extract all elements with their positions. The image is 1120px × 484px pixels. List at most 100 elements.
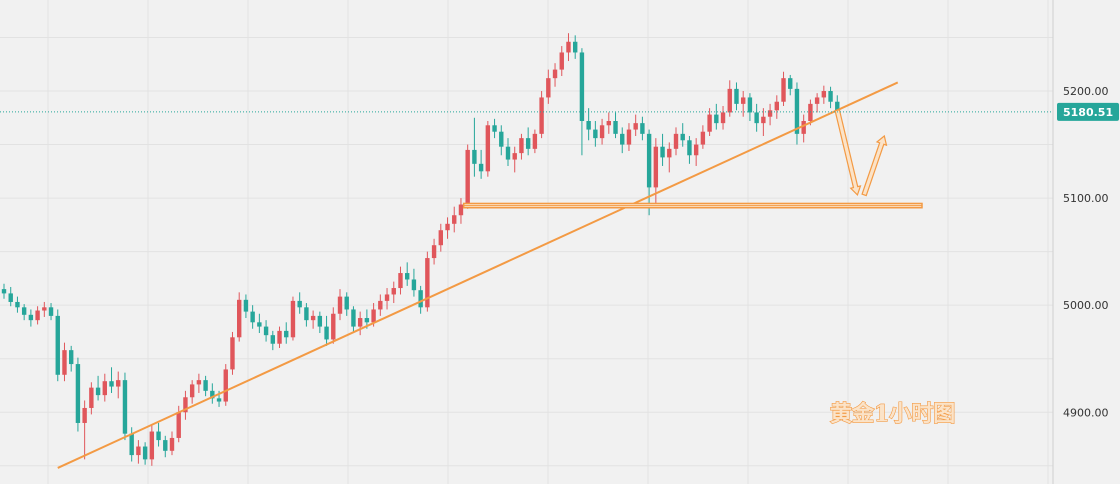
candle-body [566,41,571,53]
candle-body [452,215,457,224]
forecast-arrow-down[interactable] [834,109,862,196]
forecast-arrow-up[interactable] [861,134,888,197]
candle-body [230,337,235,370]
candle-body [48,307,54,316]
candle-body [499,131,504,147]
candle-body [95,387,101,396]
candle-body [761,116,766,124]
candle-body [485,125,491,172]
candle-body [169,437,175,451]
candle-body [660,146,665,158]
candle-body [512,153,517,160]
candle-body [586,121,591,130]
candle-body [747,97,753,113]
candle-body [237,299,242,338]
candle-body [102,381,107,396]
candle-body [1,289,7,294]
y-tick-label: 5200.00 [1063,85,1109,98]
candle-body [136,446,141,456]
candle-body [149,431,155,460]
candle-body [593,129,598,139]
candle-body [270,335,275,344]
candle-body [727,88,732,113]
candle-body [687,140,692,156]
candle-body [720,112,726,124]
candle-body [438,230,443,246]
candle-body [801,121,806,134]
candle-body [741,97,746,104]
candle-body [28,314,34,321]
candle-body [794,88,800,134]
candle-body [700,131,706,145]
candle-body [337,296,343,314]
candle-body [55,315,60,375]
candle-body [277,330,282,344]
candle-body [828,91,833,102]
candle-body [156,431,161,441]
candle-body [116,380,121,387]
forecast-arrow-down-shape [834,109,862,196]
candle-body [458,204,464,216]
trendline[interactable] [57,81,899,469]
candle-body [478,163,484,172]
candle-body [693,144,699,156]
candle-body [344,296,349,310]
candle-body [324,326,329,340]
candle-body [640,123,645,134]
candle-body [633,123,638,130]
y-tick-label: 4900.00 [1063,406,1109,419]
candle-body [673,133,679,149]
candle-body [559,52,564,70]
candle-body [35,310,40,321]
last-price-badge [1057,102,1119,121]
candle-body [754,112,759,124]
candle-body [532,133,538,149]
annotation-layer [57,81,923,469]
last-price-label: 5180.51 [1063,106,1113,119]
candle-body [425,258,430,308]
candle-body [781,78,786,102]
candle-body [371,309,376,323]
candle-body [8,293,13,302]
candle-body [122,380,128,434]
candle-body [297,300,302,308]
candle-body [774,101,779,111]
candle-body [620,133,625,145]
y-tick-label: 5000.00 [1063,299,1109,312]
candle-body [525,138,531,149]
chart-title-watermark: 黄金1小时图 [830,401,955,427]
candle-body [418,290,423,308]
candle-body [21,307,27,315]
candle-body [196,380,202,385]
candle-body [15,301,20,308]
candle-body [75,364,81,423]
candle-body [384,294,390,301]
candle-body [129,433,134,456]
price-axis[interactable]: 5200.00 5100.00 5000.00 4900.00 5180.51 [0,85,1119,419]
candle-body [109,381,114,387]
candle-body [378,300,383,310]
candle-body [653,146,659,188]
candle-body [310,315,316,321]
candle-body [210,390,215,399]
forecast-arrow-up-shape [861,134,888,197]
candle-body [552,69,558,79]
candle-body [680,133,685,141]
candle-body [519,138,524,154]
candle-body [788,78,793,89]
candle-body [405,273,410,280]
candle-body [391,288,396,295]
candle-body [223,369,228,402]
candle-body [42,307,47,311]
candle-body [243,299,249,312]
candle-body [606,121,611,126]
candle-body [707,114,712,132]
candle-body [189,384,195,398]
candle-body [163,440,168,451]
candle-body [257,322,262,327]
candle-body [714,114,719,124]
candle-body [398,273,403,289]
candle-body [599,125,605,139]
